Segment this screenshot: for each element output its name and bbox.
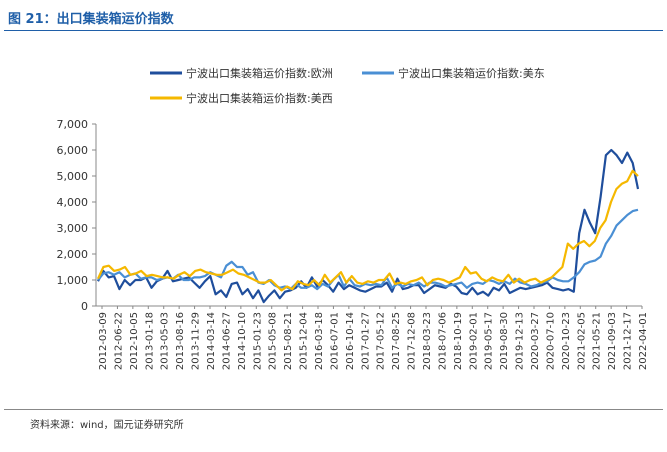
x-tick-label: 2014-06-27 — [221, 312, 232, 370]
series-line-2 — [97, 208, 639, 291]
x-tick-label: 2016-10-14 — [345, 312, 356, 370]
x-tick-label: 2012-03-09 — [98, 312, 109, 370]
y-tick-label: 7,000 — [57, 118, 89, 131]
chart-legend: 宁波出口集装箱运价指数:欧洲 宁波出口集装箱运价指数:美东宁波出口集装箱运价指数:… — [150, 66, 545, 105]
x-tick-label: 2019-02-01 — [468, 312, 479, 370]
legend-label: 宁波出口集装箱运价指数:美西 — [186, 91, 333, 105]
title-divider — [4, 30, 663, 31]
x-tick-label: 2022-04-01 — [638, 312, 649, 370]
x-tick-label: 2016-03-18 — [314, 312, 325, 370]
series-line-1 — [97, 148, 640, 304]
x-tick-label: 2020-10-23 — [561, 312, 572, 370]
x-tick-label: 2017-12-08 — [407, 312, 418, 370]
source-note: 资料来源：wind，国元证券研究所 — [30, 420, 184, 431]
x-tick-label: 2015-08-21 — [283, 312, 294, 370]
y-tick-label: 1,000 — [57, 274, 89, 287]
x-tick-label: 2013-01-18 — [144, 312, 155, 370]
y-tick-label: 5,000 — [57, 170, 89, 183]
x-tick-label: 2013-11-29 — [191, 312, 202, 370]
x-tick-label: 2019-05-17 — [484, 312, 495, 370]
x-tick-label: 2021-09-03 — [607, 312, 618, 370]
legend-label: 宁波出口集装箱运价指数:美东 — [398, 66, 545, 80]
x-tick-label: 2012-06-22 — [113, 312, 124, 370]
x-tick-label: 2013-05-03 — [160, 312, 171, 370]
x-tick-label: 2019-12-13 — [515, 312, 526, 370]
y-tick-label: 2,000 — [57, 248, 89, 261]
x-tick-label: 2020-03-27 — [530, 312, 541, 370]
x-tick-label: 2021-02-05 — [576, 312, 587, 370]
y-tick-label: 6,000 — [57, 144, 89, 157]
x-tick-label: 2018-07-06 — [437, 312, 448, 370]
x-tick-label: 2013-08-16 — [175, 312, 186, 370]
x-tick-label: 2017-08-25 — [391, 312, 402, 370]
x-tick-label: 2015-12-04 — [299, 312, 310, 370]
x-tick-label: 2017-01-27 — [360, 312, 371, 370]
x-tick-label: 2014-03-14 — [206, 312, 217, 370]
series-lines — [97, 148, 640, 304]
x-tick-label: 2021-12-17 — [623, 312, 634, 370]
figure-title: 图 21：出口集装箱运价指数 — [8, 12, 174, 27]
x-tick-label: 2016-07-01 — [329, 312, 340, 370]
x-tick-label: 2018-10-19 — [453, 312, 464, 370]
x-tick-label: 2015-01-23 — [252, 312, 263, 370]
legend-label: 宁波出口集装箱运价指数:欧洲 — [186, 66, 333, 80]
y-tick-label: 0 — [81, 300, 88, 313]
y-axis: 0 1,000 2,000 3,000 4,000 5,000 6,000 7,000 — [57, 118, 97, 313]
x-tick-label: 2012-10-05 — [129, 312, 140, 370]
x-tick-label: 2019-08-30 — [499, 312, 510, 370]
y-tick-label: 3,000 — [57, 222, 89, 235]
x-tick-label: 2015-05-08 — [268, 312, 279, 370]
x-tick-label: 2020-07-10 — [545, 312, 556, 370]
series-line-3 — [97, 169, 639, 292]
x-tick-label: 2018-03-23 — [422, 312, 433, 370]
x-tick-label: 2021-05-21 — [592, 312, 603, 370]
source-divider — [4, 409, 663, 410]
y-tick-label: 4,000 — [57, 196, 89, 209]
x-tick-label: 2014-10-10 — [237, 312, 248, 370]
x-tick-label: 2017-05-12 — [376, 312, 387, 370]
x-axis: 2012-03-09 2012-06-22 2012-10-05 2013-01-18… — [96, 305, 649, 370]
